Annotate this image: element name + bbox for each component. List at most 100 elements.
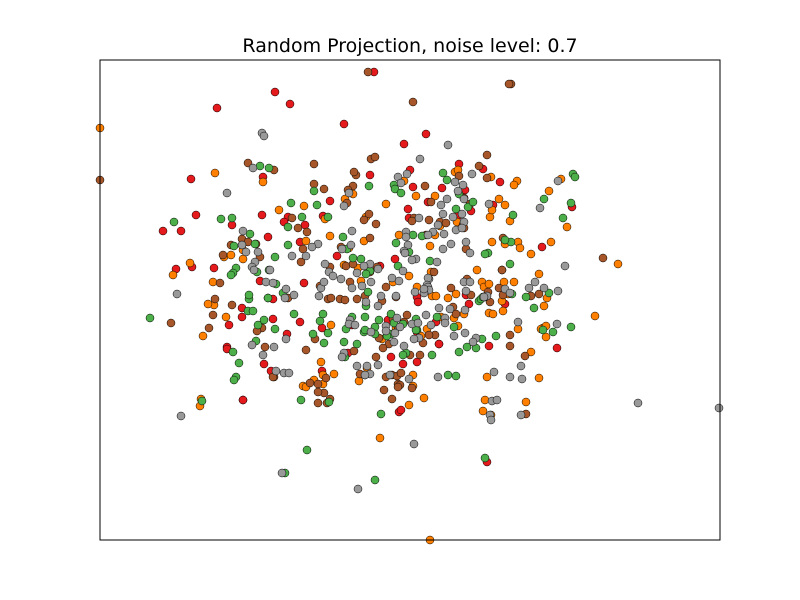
data-point-green bbox=[286, 198, 296, 208]
data-point-orange bbox=[226, 250, 236, 260]
data-point-brown bbox=[482, 173, 492, 183]
data-point-orange bbox=[354, 376, 364, 386]
data-point-green bbox=[264, 163, 274, 173]
data-point-gray bbox=[489, 367, 499, 377]
data-point-gray bbox=[535, 203, 545, 213]
data-point-red bbox=[495, 177, 505, 187]
data-point-gray bbox=[442, 194, 452, 204]
data-point-green bbox=[339, 337, 349, 347]
data-point-green bbox=[197, 396, 207, 406]
plot-frame bbox=[99, 59, 721, 541]
data-point-gray bbox=[261, 277, 271, 287]
data-point-brown bbox=[296, 257, 306, 267]
data-point-green bbox=[259, 315, 269, 325]
data-point-gray bbox=[336, 274, 346, 284]
data-point-brown bbox=[408, 97, 418, 107]
data-point-red bbox=[464, 299, 474, 309]
data-point-orange bbox=[521, 397, 531, 407]
data-point-brown bbox=[371, 352, 381, 362]
data-point-gray bbox=[357, 281, 367, 291]
data-point-gray bbox=[426, 320, 436, 330]
data-point-green bbox=[229, 241, 239, 251]
data-point-green bbox=[386, 309, 396, 319]
data-point-red bbox=[212, 103, 222, 113]
data-point-gray bbox=[486, 415, 496, 425]
data-point-red bbox=[295, 317, 305, 327]
data-point-green bbox=[234, 358, 244, 368]
data-point-red bbox=[434, 339, 444, 349]
data-point-gray bbox=[513, 317, 523, 327]
data-point-orange bbox=[539, 301, 549, 311]
data-point-gray bbox=[360, 370, 370, 380]
data-point-gray bbox=[505, 372, 515, 382]
data-point-orange bbox=[488, 309, 498, 319]
data-point-gray bbox=[457, 209, 467, 219]
data-point-brown bbox=[441, 218, 451, 228]
data-point-green bbox=[508, 210, 518, 220]
data-point-green bbox=[548, 327, 558, 337]
data-point-orange bbox=[480, 395, 490, 405]
data-point-green bbox=[442, 175, 452, 185]
data-point-orange bbox=[498, 306, 508, 316]
data-point-green bbox=[244, 290, 254, 300]
data-point-gray bbox=[401, 232, 411, 242]
data-point-gray bbox=[222, 188, 232, 198]
data-point-gray bbox=[409, 334, 419, 344]
data-point-gray bbox=[346, 240, 356, 250]
data-point-green bbox=[566, 322, 576, 332]
data-point-orange bbox=[546, 237, 556, 247]
data-point-green bbox=[263, 293, 273, 303]
data-point-orange bbox=[613, 259, 623, 269]
data-point-brown bbox=[396, 368, 406, 378]
data-point-green bbox=[454, 347, 464, 357]
data-point-gray bbox=[484, 199, 494, 209]
data-point-gray bbox=[436, 200, 446, 210]
data-point-brown bbox=[215, 278, 225, 288]
data-point-orange bbox=[208, 277, 218, 287]
data-point-brown bbox=[424, 215, 434, 225]
data-point-green bbox=[348, 253, 358, 263]
data-point-gray bbox=[390, 328, 400, 338]
data-point-gray bbox=[516, 361, 526, 371]
data-point-red bbox=[421, 129, 431, 139]
data-point-brown bbox=[504, 79, 514, 89]
data-point-green bbox=[570, 172, 580, 182]
data-point-gray bbox=[433, 372, 443, 382]
data-point-gray bbox=[347, 226, 357, 236]
data-point-green bbox=[462, 342, 472, 352]
data-point-gray bbox=[560, 261, 570, 271]
data-point-gray bbox=[362, 361, 372, 371]
data-point-orange bbox=[203, 299, 213, 309]
data-point-green bbox=[283, 240, 293, 250]
data-point-orange bbox=[451, 289, 461, 299]
data-point-gray bbox=[423, 273, 433, 283]
data-point-green bbox=[538, 325, 548, 335]
data-point-orange bbox=[185, 258, 195, 268]
data-point-green bbox=[296, 395, 306, 405]
data-point-gray bbox=[432, 257, 442, 267]
data-point-gray bbox=[366, 277, 376, 287]
data-point-orange bbox=[274, 205, 284, 215]
data-point-gray bbox=[284, 368, 294, 378]
data-point-brown bbox=[474, 161, 484, 171]
data-point-brown bbox=[381, 282, 391, 292]
data-point-green bbox=[390, 184, 400, 194]
data-point-red bbox=[270, 87, 280, 97]
data-point-gray bbox=[505, 288, 515, 298]
data-point-brown bbox=[363, 67, 373, 77]
data-point-gray bbox=[391, 291, 401, 301]
data-point-green bbox=[376, 409, 386, 419]
data-point-orange bbox=[198, 331, 208, 341]
data-point-green bbox=[302, 445, 312, 455]
data-point-orange bbox=[509, 277, 519, 287]
data-point-orange bbox=[509, 180, 519, 190]
data-point-gray bbox=[399, 341, 409, 351]
data-point-gray bbox=[446, 239, 456, 249]
data-point-gray bbox=[359, 261, 369, 271]
data-point-gray bbox=[339, 201, 349, 211]
data-point-brown bbox=[407, 383, 417, 393]
data-point-orange bbox=[500, 200, 510, 210]
data-point-gray bbox=[281, 284, 291, 294]
data-point-gray bbox=[419, 284, 429, 294]
data-point-brown bbox=[352, 294, 362, 304]
